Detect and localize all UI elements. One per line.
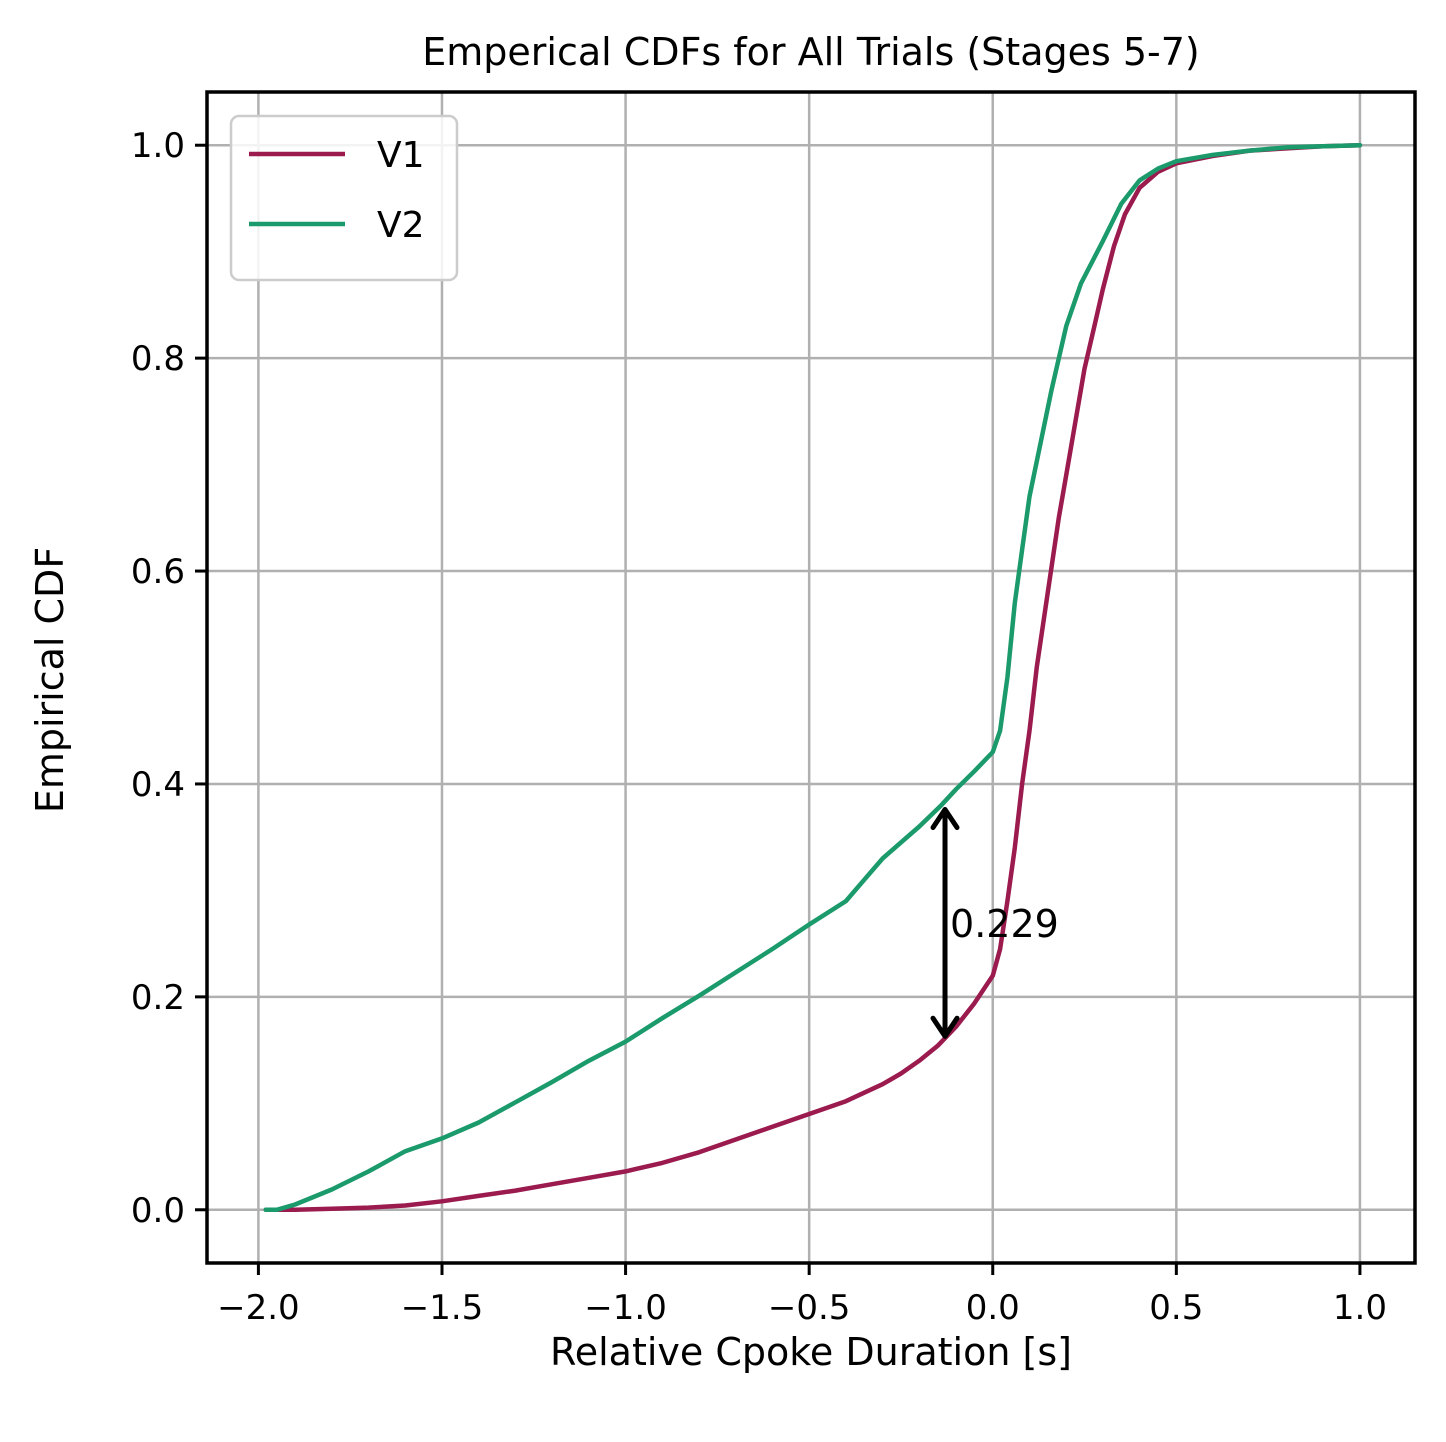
x-tick-label: 1.0 [1333,1288,1387,1328]
x-tick-label: −1.0 [584,1288,667,1328]
legend-label-v2: V2 [377,205,425,246]
legend: V1 V2 [229,114,459,282]
series-line-v1 [263,142,1363,1213]
y-tick-label: 1.0 [131,126,185,166]
annotation-value-label: 0.229 [950,902,1059,946]
y-tick-label: 0.2 [131,978,185,1018]
x-tick-label: −2.0 [217,1288,300,1328]
chart-title: Emperical CDFs for All Trials (Stages 5-… [422,30,1200,74]
y-ticks: 0.0 0.2 0.4 0.6 0.8 1.0 [131,126,207,1231]
x-tick-label: −0.5 [768,1288,851,1328]
y-tick-label: 0.0 [131,1191,185,1231]
grid [207,92,1415,1263]
series-lines [263,142,1363,1213]
legend-box [229,114,459,282]
x-ticks: −2.0 −1.5 −1.0 −0.5 0.0 0.5 1.0 [217,1263,1387,1328]
x-tick-label: 0.5 [1149,1288,1203,1328]
y-tick-label: 0.8 [131,339,185,379]
x-tick-label: 0.0 [966,1288,1020,1328]
y-axis-label: Empirical CDF [28,547,72,813]
annotation-arrow-head-bottom [930,1015,960,1039]
x-tick-label: −1.5 [401,1288,484,1328]
y-tick-label: 0.6 [131,552,185,592]
y-tick-label: 0.4 [131,765,185,805]
plot-frame [205,90,1417,1265]
x-axis-label: Relative Cpoke Duration [s] [550,1330,1072,1374]
annotation-arrow-head-top [930,807,960,831]
legend-label-v1: V1 [377,135,425,176]
annotation: 0.229 [930,807,1059,1039]
series-line-v2 [263,142,1363,1213]
